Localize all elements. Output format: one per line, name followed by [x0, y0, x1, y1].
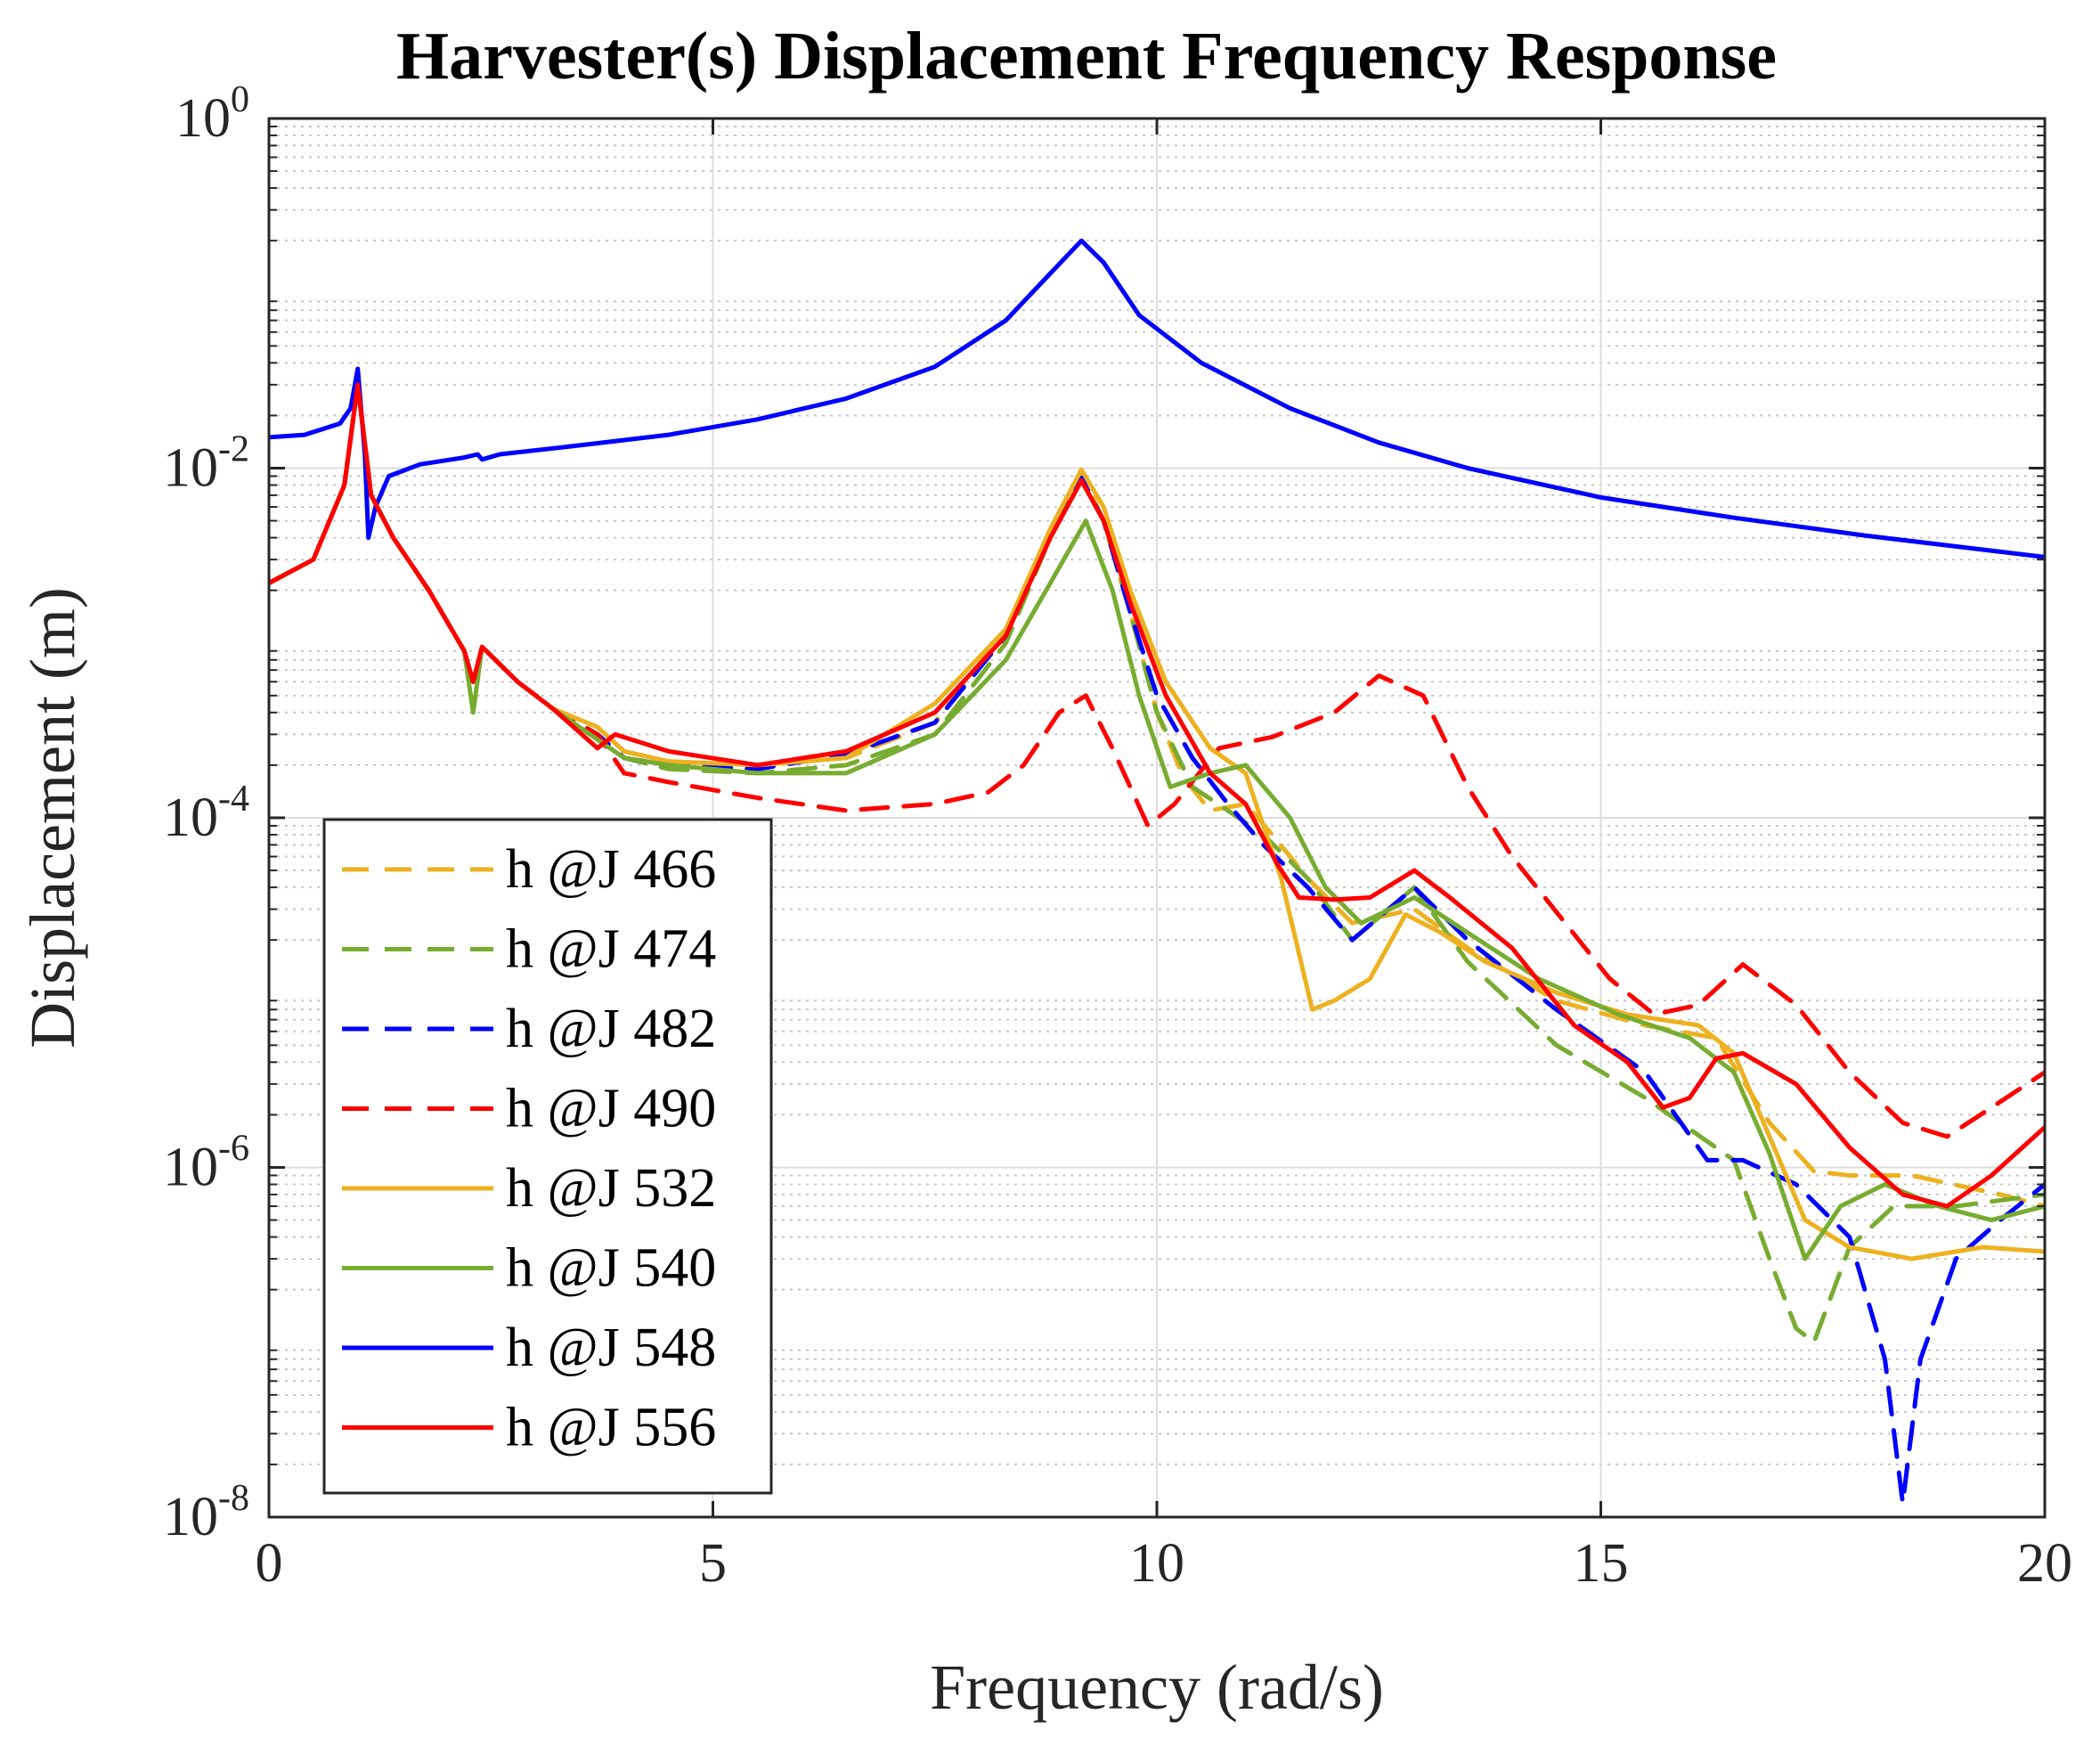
- legend-label: h @J 540: [506, 1238, 716, 1299]
- series-group: [269, 238, 2045, 1505]
- x-tick-label: 20: [2017, 1533, 2072, 1594]
- legend-label: h @J 556: [506, 1398, 716, 1458]
- series-line: [269, 238, 2045, 559]
- y-tick-label: 10-4: [163, 779, 249, 848]
- x-tick-label: 10: [1129, 1533, 1184, 1594]
- ticks: 0 5 10 15 20 100 10-2 10-4 10-6 10-8: [163, 79, 2072, 1594]
- y-tick-label: 10-6: [163, 1129, 249, 1198]
- chart-title: Harvester(s) Displacement Frequency Resp…: [396, 19, 1777, 94]
- series-line: [269, 382, 2045, 1209]
- legend-box: [322, 818, 773, 1495]
- y-tick-label: 10-8: [163, 1478, 249, 1547]
- y-tick-label: 100: [175, 79, 249, 149]
- y-axis-label: Displacement (m): [17, 587, 88, 1049]
- y-tick-label: 10-2: [163, 429, 249, 499]
- legend-label: h @J 474: [506, 919, 716, 980]
- x-axis-label: Frequency (rad/s): [930, 1652, 1384, 1723]
- legend-label: h @J 490: [506, 1079, 716, 1139]
- legend-label: h @J 532: [506, 1158, 716, 1219]
- x-tick-label: 0: [256, 1533, 283, 1594]
- legend-label: h @J 548: [506, 1318, 716, 1378]
- x-tick-label: 5: [699, 1533, 727, 1594]
- legend-label: h @J 482: [506, 999, 716, 1059]
- legend: h @J 466 h @J 474 h @J 482 h @J 490 h @J 532…: [322, 818, 773, 1495]
- legend-label: h @J 466: [506, 839, 716, 900]
- x-tick-label: 15: [1574, 1533, 1629, 1594]
